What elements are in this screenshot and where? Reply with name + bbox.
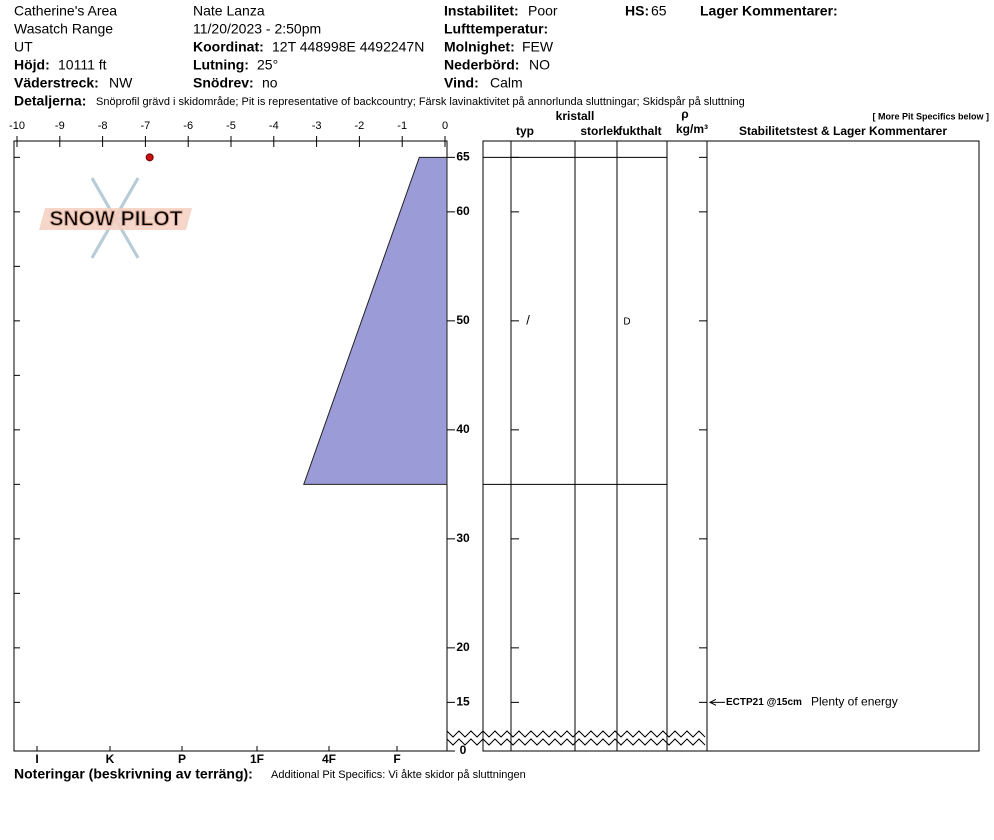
field-value: Calm bbox=[490, 75, 523, 91]
axis-break bbox=[446, 730, 706, 738]
hardness-label: 4F bbox=[322, 752, 336, 766]
field-value: Poor bbox=[528, 3, 558, 19]
y-tick-label: 30 bbox=[456, 531, 470, 545]
grain-type: / bbox=[526, 312, 530, 327]
header-text: Catherine's Area bbox=[14, 3, 117, 19]
y-tick-label: 20 bbox=[456, 640, 470, 654]
table-frame bbox=[482, 140, 980, 752]
field-value: Snöprofil grävd i skidområde; Pit is rep… bbox=[96, 96, 745, 108]
field-value: no bbox=[262, 75, 278, 91]
moisture: D bbox=[623, 316, 630, 327]
column-header: Stabilitetstest & Lager Kommentarer bbox=[739, 124, 947, 138]
hardness-label: F bbox=[393, 752, 400, 766]
field-label: Instabilitet: bbox=[444, 3, 519, 19]
header-text: UT bbox=[14, 39, 33, 55]
field-value: 25° bbox=[257, 57, 278, 73]
field-value: NW bbox=[109, 75, 133, 91]
x-tick-label: -4 bbox=[269, 120, 279, 132]
field-label: Lutning: bbox=[193, 57, 249, 73]
field-label: Lufttemperatur: bbox=[444, 21, 548, 37]
field-label: Väderstreck: bbox=[14, 75, 99, 91]
x-tick-label: -2 bbox=[355, 120, 365, 132]
y-tick-label: 65 bbox=[456, 150, 470, 164]
header-text: Wasatch Range bbox=[14, 21, 113, 37]
y-tick-label: 50 bbox=[456, 313, 470, 327]
field-label: Vind: bbox=[444, 75, 479, 91]
column-header: typ bbox=[516, 124, 534, 138]
hardness-label: 1F bbox=[250, 752, 264, 766]
y-tick-label: 60 bbox=[456, 204, 470, 218]
header-text: Nate Lanza bbox=[193, 3, 265, 19]
notes-label: Noteringar (beskrivning av terräng): bbox=[14, 766, 253, 782]
x-tick-label: -8 bbox=[98, 120, 108, 132]
hardness-label: K bbox=[106, 752, 115, 766]
test-arrowhead bbox=[708, 698, 717, 706]
x-tick-label: -5 bbox=[226, 120, 236, 132]
hardness-label: I bbox=[35, 752, 38, 766]
field-value: 12T 448998E 4492247N bbox=[272, 39, 424, 55]
x-tick-label: -9 bbox=[55, 120, 65, 132]
notes-value: Additional Pit Specifics: Vi åkte skidor… bbox=[271, 769, 526, 781]
axis-break bbox=[446, 738, 706, 746]
hardness-label: P bbox=[178, 752, 186, 766]
x-tick-label: -3 bbox=[312, 120, 322, 132]
logo-bar bbox=[39, 208, 192, 230]
x-tick-label: 0 bbox=[442, 120, 448, 132]
field-label: Detaljerna: bbox=[14, 93, 86, 109]
field-value: NO bbox=[529, 57, 550, 73]
header-text: 11/20/2023 - 2:50pm bbox=[193, 21, 321, 37]
x-tick-label: -7 bbox=[141, 120, 151, 132]
column-header: storlek bbox=[580, 124, 620, 138]
column-header: kg/m³ bbox=[676, 122, 708, 136]
x-tick-label: -1 bbox=[397, 120, 407, 132]
column-header: fukthalt bbox=[618, 124, 661, 138]
y-tick-label: 0 bbox=[460, 743, 467, 757]
field-value: 65 bbox=[651, 3, 667, 19]
x-tick-label: -6 bbox=[183, 120, 193, 132]
field-label: Koordinat: bbox=[193, 39, 264, 55]
test-comment: Plenty of energy bbox=[811, 695, 898, 709]
temperature-point bbox=[145, 153, 154, 162]
field-label: HS: bbox=[625, 3, 649, 19]
field-label: Höjd: bbox=[14, 57, 50, 73]
column-header: kristall bbox=[556, 109, 595, 123]
y-tick-label: 15 bbox=[456, 695, 470, 709]
field-label: Snödrev: bbox=[193, 75, 254, 91]
test-label: ECTP21 @15cm bbox=[726, 697, 802, 708]
field-value: 10111 ft bbox=[58, 57, 107, 73]
hardness-layer bbox=[303, 156, 448, 485]
logo-text: SNOW PILOT bbox=[50, 208, 183, 231]
y-tick-label: 40 bbox=[456, 422, 470, 436]
field-label: Molnighet: bbox=[444, 39, 515, 55]
field-label: Nederbörd: bbox=[444, 57, 519, 73]
more-link[interactable]: [ More Pit Specifics below ] bbox=[872, 111, 989, 121]
field-label: Lager Kommentarer: bbox=[700, 3, 838, 19]
field-value: FEW bbox=[522, 39, 554, 55]
column-header: ρ bbox=[681, 107, 688, 121]
x-tick-label: -10 bbox=[9, 120, 25, 132]
